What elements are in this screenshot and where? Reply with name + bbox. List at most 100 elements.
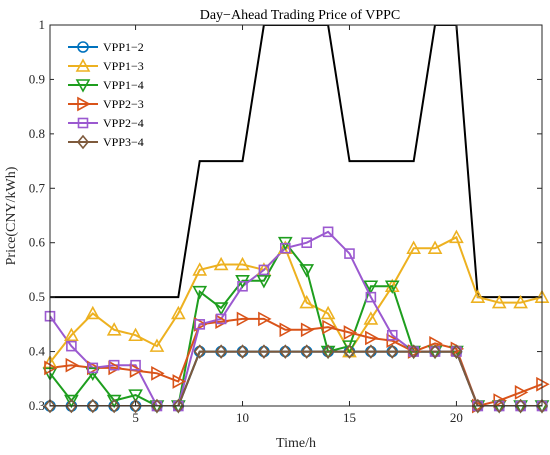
y-tick-label: 0.6 [29,235,46,250]
legend-marker-4 [77,96,91,112]
series-2-point [192,262,208,276]
series-6-point [300,344,313,359]
series-5-point [130,359,141,371]
series-6-point [236,344,249,359]
y-tick-label: 0.4 [29,344,46,359]
series-6-point [471,398,484,414]
series-5-point [344,248,355,259]
series-4-point [172,374,187,389]
y-tick-label: 0.8 [29,126,45,141]
series-4-point [151,365,165,381]
series-6-point [65,398,78,414]
series-5-point [258,264,270,276]
series-5-point [87,362,99,374]
series-2-point [128,327,143,342]
series-3-point [192,285,208,300]
ticks-layer: 5 10 15 20 0.3 0.4 0.5 0.6 0.7 0.8 0.9 1 [29,17,542,425]
series-4-point [514,385,529,400]
series-6-point [150,398,163,414]
legend-marker-5 [77,117,89,129]
series-2-point [235,256,250,271]
series-6-point [86,398,99,414]
x-tick-label: 10 [236,410,249,425]
series-5-point [322,226,334,238]
y-tick-label: 1 [39,17,46,32]
series-5-point [365,291,377,303]
x-tick-label: 20 [450,410,463,425]
series-3-point [85,367,101,382]
series-3-point [363,280,379,294]
series-4-point [322,319,336,335]
series-5-point [215,313,227,325]
y-tick-label: 0.9 [29,71,45,86]
series-6-point [450,344,463,359]
x-axis-title: Time/h [276,436,316,451]
series-4-point [386,333,400,349]
series-2-point [427,240,443,254]
series-6-point [279,344,292,359]
series-6-point [322,344,335,359]
series-6-point [215,344,228,359]
series-6-point [386,344,399,359]
series-6-point [108,398,121,414]
legend: VPP1−2 VPP1−3 VPP1−4 VPP2−3 VPP2−4 VPP3−4 [54,31,180,166]
legend-marker-2 [75,58,91,72]
y-tick-label: 0.3 [29,398,45,413]
series-6-point [343,344,356,359]
series-5-point [301,237,312,249]
series-2-point [513,294,528,309]
series-6-point [364,344,377,359]
series-4-point [343,325,358,340]
series-3-point [342,340,357,354]
series-3-point [299,264,315,278]
series-2-point [406,240,421,254]
series-4-point [236,311,251,327]
plot-frame [49,24,543,407]
series-layer [50,230,542,406]
series-6-point [257,344,270,359]
legend-marker-3 [75,79,91,93]
series-2-point [363,311,379,325]
legend-label-5: VPP2−4 [103,116,144,130]
y-axis-title: Price(CNY/kWh) [4,166,19,265]
series-3-point [384,280,400,294]
legend-label-2: VPP1−3 [103,59,144,73]
legend-label-4: VPP2−3 [103,97,144,111]
series-6-point [514,398,527,414]
series-4-point [129,363,144,378]
series-3-point [256,275,272,289]
series-line-6 [50,350,542,406]
upper-bound-line [50,25,542,299]
chart-title: Day−Ahead Trading Price of VPPC [200,8,401,23]
x-tick-label: 5 [132,410,139,425]
y-tick-label: 0.7 [29,180,46,195]
series-2-point [470,289,486,303]
series-4-point [365,330,379,346]
series-2-point [171,305,186,320]
series-5-point [108,359,120,371]
legend-marker-6 [76,134,90,150]
series-6-point [193,344,206,359]
series-2-point [320,305,336,320]
series-2-point [449,229,464,244]
series-5-point [386,329,398,341]
series-6-point [43,398,57,414]
x-tick-label: 15 [343,410,356,425]
series-4-point [258,311,272,327]
series-4-point [65,357,80,373]
series-5-point [237,280,248,292]
series-5-point [194,319,206,330]
series-2-point [149,338,165,352]
series-3-point [213,302,229,316]
legend-box [54,31,180,166]
series-2-point [106,322,122,336]
series-6-point [493,398,506,414]
series-2-point [491,294,507,309]
legend-marker-1 [77,41,89,53]
series-6-point [407,344,420,359]
series-4-point [279,322,293,338]
series-5-point [280,242,291,254]
series-6-point [429,344,442,359]
series-3-point [128,389,143,403]
